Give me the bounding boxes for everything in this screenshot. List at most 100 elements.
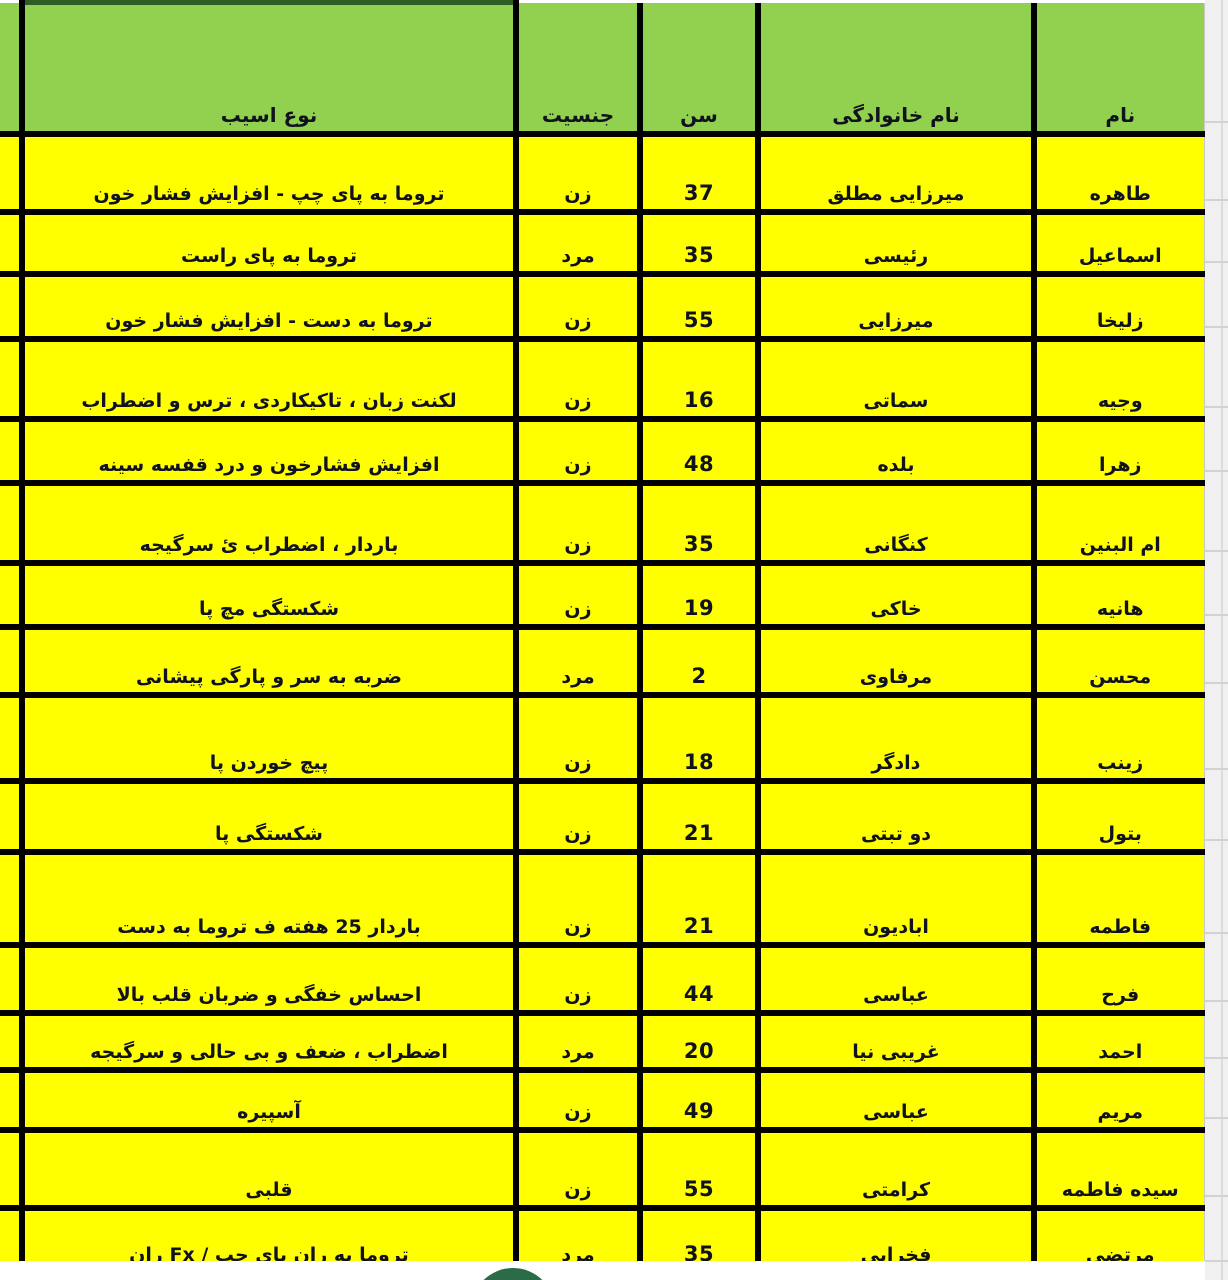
cell-family-name[interactable]: کرامتی bbox=[755, 1127, 1037, 1211]
gutter-gridline-horizontal bbox=[1205, 406, 1228, 408]
cell-first-name[interactable]: فرح bbox=[1031, 942, 1207, 1016]
header-cell-family-name[interactable]: نام خانوادگی bbox=[755, 2, 1037, 137]
cell-injury-type[interactable]: پیچ خوردن پا bbox=[19, 692, 519, 784]
cell-family-name[interactable]: رئیسی bbox=[755, 209, 1037, 277]
cell-gender[interactable]: مرد bbox=[513, 624, 643, 698]
cell-gender[interactable]: زن bbox=[513, 336, 643, 422]
cell-gender[interactable]: مرد bbox=[513, 1010, 643, 1073]
cell-injury-type[interactable]: باردار 25 هفته ف تروما به دست bbox=[19, 849, 519, 948]
cell-family-name[interactable]: بلده bbox=[755, 416, 1037, 486]
cell-injury-type[interactable]: تروما به پای راست bbox=[19, 209, 519, 277]
cell-injury-type[interactable]: افزایش فشارخون و درد قفسه سینه bbox=[19, 416, 519, 486]
cell-first-name[interactable]: زهرا bbox=[1031, 416, 1207, 486]
cell-first-name[interactable]: زینب bbox=[1031, 692, 1207, 784]
cell-first-name[interactable]: وجیه bbox=[1031, 336, 1207, 422]
cell-gender[interactable]: زن bbox=[513, 480, 643, 566]
cell-family-name[interactable]: مرفاوی bbox=[755, 624, 1037, 698]
cell-age[interactable]: 37 bbox=[637, 131, 761, 215]
cell-left-strip[interactable] bbox=[0, 560, 25, 630]
cell-gender[interactable]: زن bbox=[513, 778, 643, 855]
cell-family-name[interactable]: میرزایی مطلق bbox=[755, 131, 1037, 215]
header-cell-first-name[interactable]: نام bbox=[1031, 2, 1207, 137]
cell-family-name[interactable]: سماتی bbox=[755, 336, 1037, 422]
cell-age[interactable]: 21 bbox=[637, 778, 761, 855]
cell-first-name[interactable]: هانیه bbox=[1031, 560, 1207, 630]
cell-first-name[interactable]: احمد bbox=[1031, 1010, 1207, 1073]
header-cell-left-strip[interactable] bbox=[0, 2, 25, 137]
gutter-gridline-vertical bbox=[1221, 0, 1223, 1280]
cell-injury-type[interactable]: باردار ، اضطراب ئ سرگیجه bbox=[19, 480, 519, 566]
cell-gender[interactable]: زن bbox=[513, 271, 643, 342]
cell-age[interactable]: 44 bbox=[637, 942, 761, 1016]
cell-family-name[interactable]: عباسی bbox=[755, 1067, 1037, 1133]
cell-left-strip[interactable] bbox=[0, 692, 25, 784]
header-cell-age[interactable]: سن bbox=[637, 2, 761, 137]
cell-injury-type[interactable]: لکنت زبان ، تاکیکاردی ، ترس و اضطراب bbox=[19, 336, 519, 422]
cell-left-strip[interactable] bbox=[0, 1127, 25, 1211]
cell-first-name[interactable]: فاطمه bbox=[1031, 849, 1207, 948]
cell-left-strip[interactable] bbox=[0, 209, 25, 277]
cell-injury-type[interactable]: قلبی bbox=[19, 1127, 519, 1211]
cell-age[interactable]: 16 bbox=[637, 336, 761, 422]
cell-first-name[interactable]: محسن bbox=[1031, 624, 1207, 698]
cell-first-name[interactable]: زلیخا bbox=[1031, 271, 1207, 342]
cell-age[interactable]: 49 bbox=[637, 1067, 761, 1133]
cell-injury-type[interactable]: تروما به پای چپ - افزایش فشار خون bbox=[19, 131, 519, 215]
cell-gender[interactable]: زن bbox=[513, 416, 643, 486]
cell-gender[interactable]: مرد bbox=[513, 209, 643, 277]
cell-first-name[interactable]: اسماعیل bbox=[1031, 209, 1207, 277]
cell-family-name[interactable]: کنگانی bbox=[755, 480, 1037, 566]
cell-injury-type[interactable]: تروما به دست - افزایش فشار خون bbox=[19, 271, 519, 342]
cell-first-name[interactable]: مریم bbox=[1031, 1067, 1207, 1133]
cell-left-strip[interactable] bbox=[0, 271, 25, 342]
cell-gender[interactable]: زن bbox=[513, 849, 643, 948]
cell-family-name[interactable]: غریبی نیا bbox=[755, 1010, 1037, 1073]
cell-gender[interactable]: زن bbox=[513, 1067, 643, 1133]
cell-first-name[interactable]: سیده فاطمه bbox=[1031, 1127, 1207, 1211]
cell-age[interactable]: 48 bbox=[637, 416, 761, 486]
cell-family-name[interactable]: دادگر bbox=[755, 692, 1037, 784]
gutter-gridline-horizontal bbox=[1205, 470, 1228, 472]
cell-age[interactable]: 55 bbox=[637, 271, 761, 342]
cell-age[interactable]: 20 bbox=[637, 1010, 761, 1073]
cell-left-strip[interactable] bbox=[0, 778, 25, 855]
cell-gender[interactable]: زن bbox=[513, 560, 643, 630]
cell-left-strip[interactable] bbox=[0, 336, 25, 422]
cell-age[interactable]: 18 bbox=[637, 692, 761, 784]
header-cell-injury-type[interactable]: نوع اسیب bbox=[19, 0, 519, 137]
cell-left-strip[interactable] bbox=[0, 1067, 25, 1133]
cell-left-strip[interactable] bbox=[0, 849, 25, 948]
cell-injury-type[interactable]: آسپیره bbox=[19, 1067, 519, 1133]
cell-injury-type[interactable]: اضطراب ، ضعف و بی حالی و سرگیجه bbox=[19, 1010, 519, 1073]
header-cell-gender[interactable]: جنسیت bbox=[513, 2, 643, 137]
cell-first-name[interactable]: طاهره bbox=[1031, 131, 1207, 215]
cell-family-name[interactable]: میرزایی bbox=[755, 271, 1037, 342]
cell-injury-type[interactable]: شکستگی پا bbox=[19, 778, 519, 855]
cell-injury-type[interactable]: احساس خفگی و ضربان قلب بالا bbox=[19, 942, 519, 1016]
cell-age[interactable]: 2 bbox=[637, 624, 761, 698]
cell-gender[interactable]: زن bbox=[513, 1127, 643, 1211]
cell-injury-type[interactable]: ضربه به سر و پارگی پیشانی bbox=[19, 624, 519, 698]
cell-left-strip[interactable] bbox=[0, 1010, 25, 1073]
cell-family-name[interactable]: خاکی bbox=[755, 560, 1037, 630]
cell-left-strip[interactable] bbox=[0, 480, 25, 566]
cell-age[interactable]: 21 bbox=[637, 849, 761, 948]
gutter-gridline-horizontal bbox=[1205, 199, 1228, 201]
cell-left-strip[interactable] bbox=[0, 624, 25, 698]
cell-age[interactable]: 35 bbox=[637, 480, 761, 566]
cell-gender[interactable]: زن bbox=[513, 692, 643, 784]
cell-age[interactable]: 19 bbox=[637, 560, 761, 630]
cell-first-name[interactable]: ام البنین bbox=[1031, 480, 1207, 566]
cell-first-name[interactable]: بتول bbox=[1031, 778, 1207, 855]
cell-family-name[interactable]: دو تبتی bbox=[755, 778, 1037, 855]
cell-gender[interactable]: زن bbox=[513, 131, 643, 215]
cell-left-strip[interactable] bbox=[0, 416, 25, 486]
cell-family-name[interactable]: ابادیون bbox=[755, 849, 1037, 948]
cell-family-name[interactable]: عباسی bbox=[755, 942, 1037, 1016]
cell-gender[interactable]: زن bbox=[513, 942, 643, 1016]
cell-left-strip[interactable] bbox=[0, 942, 25, 1016]
cell-injury-type[interactable]: شکستگی مچ پا bbox=[19, 560, 519, 630]
cell-age[interactable]: 55 bbox=[637, 1127, 761, 1211]
cell-left-strip[interactable] bbox=[0, 131, 25, 215]
cell-age[interactable]: 35 bbox=[637, 209, 761, 277]
